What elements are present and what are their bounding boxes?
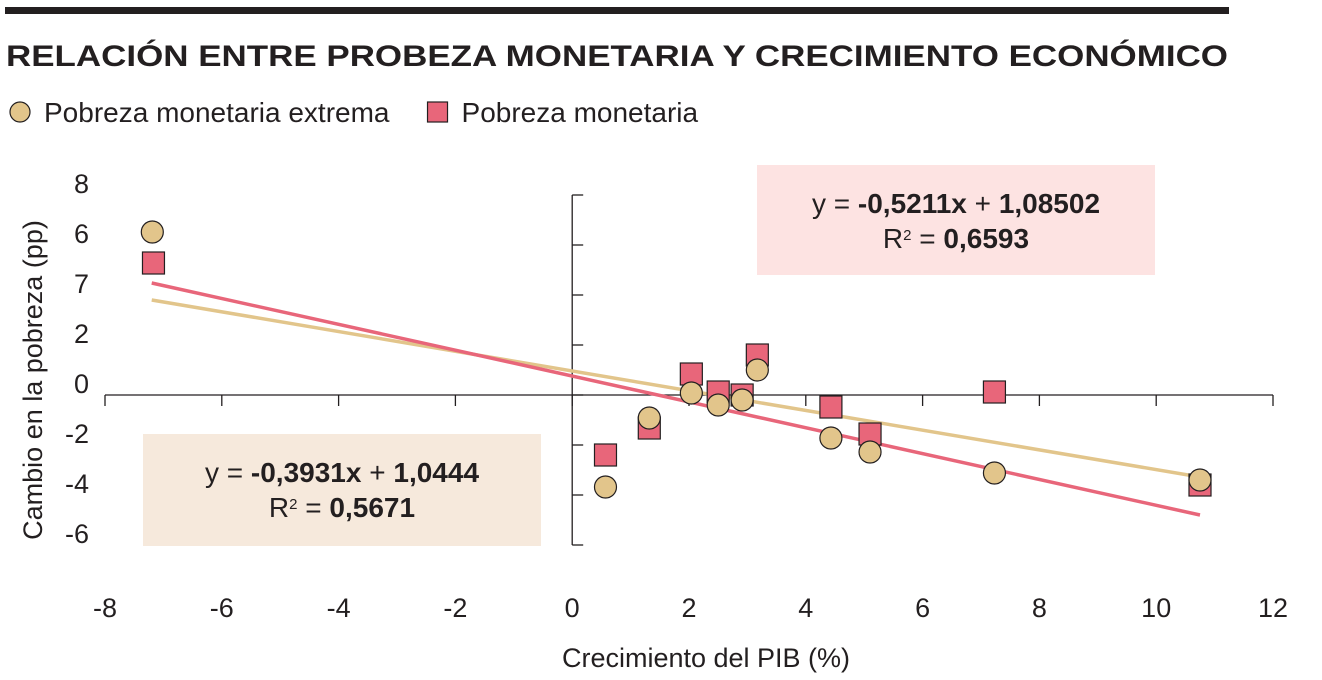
y-axis-label: Cambio en la pobreza (pp): [18, 220, 48, 540]
point: [637, 406, 661, 430]
legend-label: Pobreza monetaria extrema: [44, 97, 390, 128]
y-tick-label: 7: [74, 269, 89, 299]
x-tick-label: 12: [1258, 593, 1288, 623]
annotation-r2: R2 = 0,6593: [883, 223, 1029, 254]
y-tick-label: 6: [74, 219, 89, 249]
x-tick-label: 0: [565, 593, 580, 623]
r2-part: R: [269, 492, 289, 523]
point: [819, 426, 843, 450]
equation-part: 1,08502: [999, 188, 1100, 219]
equation-part: +: [361, 457, 393, 488]
y-tick-label: -6: [65, 519, 89, 549]
y-tick-label: -2: [65, 419, 89, 449]
r2-part: 0,5671: [329, 492, 415, 523]
x-tick-label: 10: [1141, 593, 1171, 623]
point: [679, 381, 703, 405]
r2-part: 2: [903, 227, 911, 244]
equation-part: -0,5211x: [858, 188, 967, 219]
point: [819, 395, 843, 419]
y-tick-label: 0: [74, 369, 89, 399]
trend-line: [151, 298, 1201, 479]
legend-marker: [426, 101, 449, 123]
x-axis-label: Crecimiento del PIB (%): [562, 643, 850, 673]
point: [706, 393, 730, 417]
point: [730, 388, 754, 412]
point: [593, 475, 618, 499]
x-tick-label: 2: [681, 593, 696, 623]
r2-part: 0,6593: [943, 223, 1029, 254]
annotation-box: [143, 434, 541, 546]
x-tick-label: -2: [443, 593, 467, 623]
y-tick-label: 2: [74, 319, 89, 349]
trend-line: [151, 281, 1201, 517]
r2-part: =: [298, 492, 330, 523]
equation-part: y =: [812, 188, 858, 219]
point: [982, 461, 1007, 485]
annotation-equation: y = -0,3931x + 1,0444: [205, 457, 479, 488]
point: [745, 358, 769, 382]
point: [858, 440, 882, 464]
x-tick-label: -8: [93, 593, 117, 623]
annotation-r2: R2 = 0,5671: [269, 492, 415, 523]
annotation-equation: y = -0,5211x + 1,08502: [812, 188, 1100, 219]
equation-part: -0,3931x: [251, 457, 362, 488]
top-rule: [5, 7, 1229, 14]
legend-label: Pobreza monetaria: [462, 97, 699, 128]
r2-part: 2: [289, 496, 297, 513]
point: [140, 220, 164, 244]
point: [593, 443, 618, 467]
x-tick-label: 6: [915, 593, 930, 623]
point: [1188, 468, 1212, 492]
annotation-box: [757, 165, 1155, 275]
r2-part: R: [883, 223, 903, 254]
equation-part: 1,0444: [393, 457, 479, 488]
x-tick-label: -6: [210, 593, 234, 623]
y-tick-label: 8: [74, 169, 89, 199]
x-tick-label: 8: [1032, 593, 1047, 623]
chart-title: RELACIÓN ENTRE PROBEZA MONETARIA Y CRECI…: [6, 39, 1228, 73]
equation-part: +: [967, 188, 999, 219]
point: [141, 251, 166, 275]
legend-marker: [9, 101, 31, 123]
r2-part: =: [912, 223, 944, 254]
equation-part: y =: [205, 457, 251, 488]
x-tick-label: -4: [327, 593, 351, 623]
point: [982, 380, 1007, 404]
x-tick-label: 4: [798, 593, 813, 623]
y-tick-label: -4: [65, 469, 89, 499]
